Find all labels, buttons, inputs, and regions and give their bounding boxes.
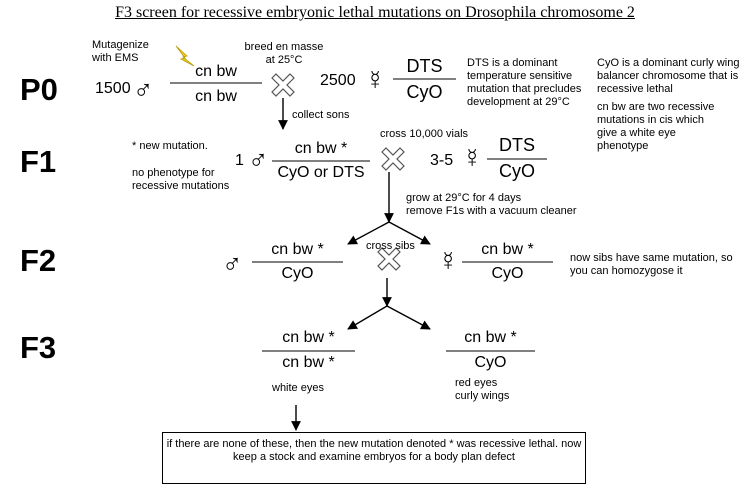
- grow-line2: remove F1s with a vacuum cleaner: [406, 205, 577, 218]
- f1-female-count: 3-5: [430, 152, 453, 170]
- note-new-mutation: * new mutation.: [132, 140, 208, 153]
- p0-male-count: 1500: [95, 80, 131, 98]
- collect-sons-label: collect sons: [292, 109, 349, 122]
- note-cyo: CyO is a dominant curly wing balancer ch…: [597, 57, 747, 96]
- f1-female-bottom: CyO: [487, 161, 547, 182]
- f3-right-pheno1: red eyes: [455, 377, 509, 390]
- f1-male-top: cn bw *: [272, 140, 370, 158]
- female-symbol: ☿: [365, 66, 385, 94]
- cross-icon: [272, 74, 294, 96]
- f3-left-top: cn bw *: [262, 329, 355, 347]
- f3-left-bottom: cn bw *: [262, 354, 355, 372]
- f3-right-phenotype: red eyes curly wings: [455, 377, 509, 403]
- p0-female-bottom: CyO: [393, 82, 456, 103]
- f1-female-top: DTS: [487, 135, 547, 156]
- cross-icon: [382, 148, 404, 170]
- male-symbol: ♂: [248, 145, 268, 173]
- f2-male-bottom: CyO: [252, 265, 343, 283]
- note-cnbw: cn bw are two recessive mutations in cis…: [597, 101, 722, 153]
- f3-right-top: cn bw *: [446, 329, 535, 347]
- male-symbol: ♂: [133, 75, 153, 103]
- male-symbol: ♂: [222, 249, 242, 277]
- female-symbol: ☿: [462, 144, 482, 172]
- conclusion-box: if there are none of these, then the new…: [162, 432, 586, 484]
- note-dts: DTS is a dominant temperature sensitive …: [467, 57, 597, 109]
- p0-male-bottom: cn bw: [170, 88, 262, 106]
- cross-sibs-label: cross sibs: [366, 240, 415, 253]
- p0-male-top: cn bw: [170, 63, 262, 81]
- note-no-phenotype: no phenotype for recessive mutations: [132, 167, 242, 193]
- breed-line1: breed en masse: [236, 41, 332, 54]
- cross-vials-label: cross 10,000 vials: [380, 128, 468, 141]
- p0-female-top: DTS: [393, 56, 456, 77]
- mutagenize-line2: with EMS: [92, 52, 149, 65]
- grow-line1: grow at 29°C for 4 days: [406, 192, 577, 205]
- p0-female-count: 2500: [320, 72, 356, 90]
- f2-male-top: cn bw *: [252, 241, 343, 259]
- f3-right-pheno2: curly wings: [455, 390, 509, 403]
- f2-female-bottom: CyO: [462, 265, 553, 283]
- f1-male-bottom: CyO or DTS: [272, 164, 370, 182]
- f3-left-phenotype: white eyes: [272, 382, 324, 395]
- mutagenize-line1: Mutagenize: [92, 39, 149, 52]
- female-symbol: ☿: [438, 247, 458, 275]
- f1-male-count: 1: [235, 152, 244, 170]
- grow-label: grow at 29°C for 4 days remove F1s with …: [406, 192, 577, 218]
- f2-female-top: cn bw *: [462, 241, 553, 259]
- note-homozygose: now sibs have same mutation, so you can …: [570, 252, 745, 278]
- arrow-f3-left: [348, 306, 387, 329]
- arrow-f3-right: [387, 306, 430, 329]
- mutagenize-label: Mutagenize with EMS: [92, 39, 149, 65]
- f3-right-bottom: CyO: [446, 354, 535, 372]
